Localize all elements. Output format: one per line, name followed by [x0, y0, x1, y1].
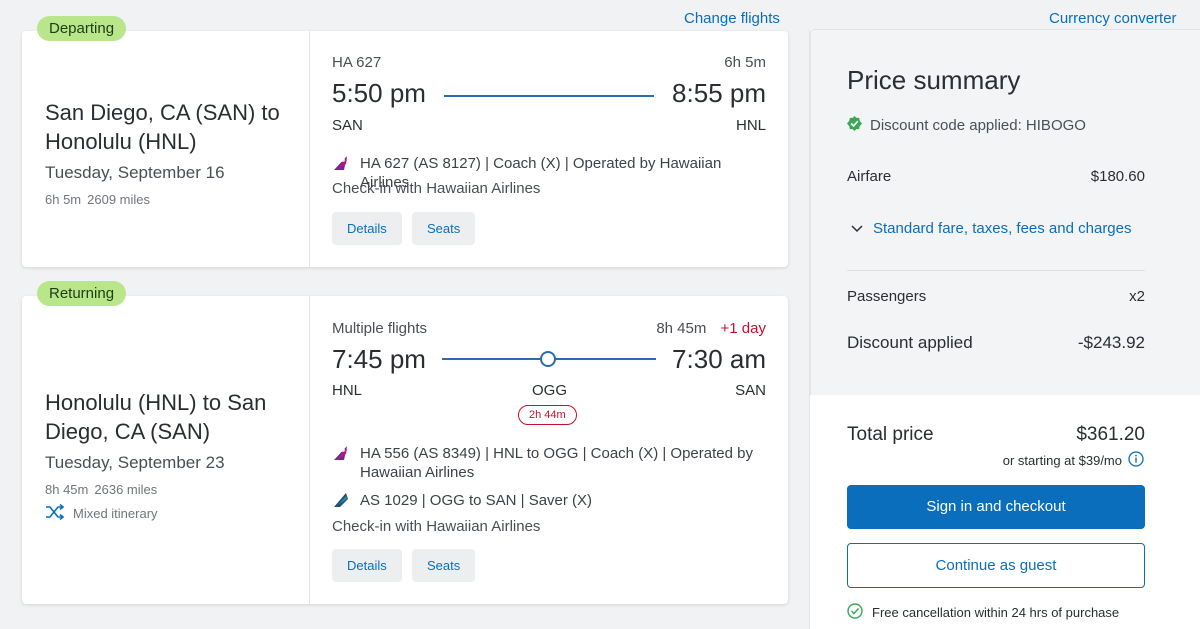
plus-one-day: +1 day: [720, 320, 766, 337]
departing-duration: 6h 5m: [45, 192, 82, 207]
hawaiian-airlines-logo-icon: [332, 444, 350, 482]
free-cancellation-row: Free cancellation within 24 hrs of purch…: [847, 603, 1119, 622]
departing-arrive-time: 8:55 pm: [672, 78, 766, 108]
returning-date: Tuesday, September 23: [45, 453, 225, 472]
discount-row: Discount applied -$243.92: [847, 333, 1145, 353]
free-cancellation-text: Free cancellation within 24 hrs of purch…: [872, 605, 1120, 620]
discount-code-text: Discount code applied: HIBOGO: [870, 117, 1086, 134]
returning-arrive-time: 7:30 am: [672, 344, 766, 374]
total-label: Total price: [847, 424, 934, 445]
price-summary-title: Price summary: [847, 65, 1021, 95]
returning-segment-2: AS 1029 | OGG to SAN | Saver (X): [332, 491, 760, 514]
departing-segment-text: HA 627 (AS 8127) | Coach (X) | Operated …: [360, 155, 722, 191]
returning-miles: 2636 miles: [94, 482, 158, 497]
departing-route-line: [444, 95, 654, 97]
returning-origin: HNL: [332, 382, 363, 399]
passengers-value: x2: [1129, 288, 1145, 305]
returning-route: Honolulu (HNL) to San Diego, CA (SAN): [45, 390, 267, 444]
departing-details-button[interactable]: Details: [332, 212, 402, 245]
mixed-itinerary-label: Mixed itinerary: [73, 506, 158, 521]
departing-miles: 2609 miles: [87, 192, 151, 207]
returning-details-button[interactable]: Details: [332, 549, 402, 582]
alaska-airlines-logo-icon: [332, 491, 350, 514]
returning-depart-time: 7:45 pm: [332, 344, 426, 374]
discount-value: -$243.92: [1077, 333, 1145, 352]
mixed-itinerary: Mixed itinerary: [45, 503, 158, 523]
hawaiian-airlines-logo-icon: [332, 154, 350, 192]
departing-date: Tuesday, September 16: [45, 163, 225, 182]
chevron-down-icon: [851, 220, 863, 237]
departing-checkin: Check-in with Hawaiian Airlines: [332, 180, 541, 197]
returning-segment-1-text: HA 556 (AS 8349) | HNL to OGG | Coach (X…: [360, 445, 753, 481]
total-row: Total price $361.20: [847, 424, 1145, 446]
airfare-label: Airfare: [847, 168, 892, 185]
departing-depart-time: 5:50 pm: [332, 78, 426, 108]
discount-code-row: Discount code applied: HIBOGO: [847, 116, 1086, 135]
check-circle-icon: [847, 603, 863, 622]
financing-text: or starting at $39/mo: [1002, 453, 1122, 468]
departing-card: San Diego, CA (SAN) to Honolulu (HNL) Tu…: [22, 31, 788, 267]
returning-stop: OGG: [532, 382, 568, 399]
returning-duration: 8h 45m: [45, 482, 89, 497]
departing-pill: Departing: [37, 16, 127, 41]
airfare-row: Airfare $180.60: [847, 168, 1145, 185]
stop-dot: [540, 351, 556, 367]
sign-in-checkout-button[interactable]: Sign in and checkout: [847, 485, 1145, 529]
fare-breakdown-label: Standard fare, taxes, fees and charges: [873, 220, 1132, 237]
departing-flight-label: HA 627: [332, 54, 382, 71]
departing-route: San Diego, CA (SAN) to Honolulu (HNL): [45, 100, 280, 154]
returning-pill: Returning: [37, 281, 127, 306]
departing-meta: 6h 5m 2609 miles: [45, 192, 150, 207]
departing-details: HA 627 6h 5m 5:50 pm 8:55 pm SAN HNL HA …: [310, 31, 788, 267]
departing-origin: SAN: [332, 117, 363, 134]
returning-flight-label: Multiple flights: [332, 320, 428, 337]
departing-summary: San Diego, CA (SAN) to Honolulu (HNL) Tu…: [22, 31, 310, 267]
returning-total-duration: 8h 45m: [656, 320, 707, 337]
fare-breakdown-toggle[interactable]: Standard fare, taxes, fees and charges: [851, 220, 1132, 237]
badge-check-icon: [847, 116, 862, 135]
departing-total-duration: 6h 5m: [724, 54, 766, 71]
departing-segment: HA 627 (AS 8127) | Coach (X) | Operated …: [332, 154, 760, 192]
shuffle-icon: [45, 503, 65, 523]
departing-destination: HNL: [735, 117, 766, 134]
departing-seats-button[interactable]: Seats: [412, 212, 476, 245]
returning-segment-2-text: AS 1029 | OGG to SAN | Saver (X): [360, 492, 593, 509]
layover-badge: 2h 44m: [518, 405, 577, 425]
discount-label: Discount applied: [847, 333, 973, 352]
continue-as-guest-button[interactable]: Continue as guest: [847, 543, 1145, 588]
passengers-row: Passengers x2: [847, 288, 1145, 305]
info-icon[interactable]: [1128, 451, 1144, 470]
price-summary-top: [810, 29, 1200, 395]
returning-destination: SAN: [735, 382, 766, 399]
returning-details: Multiple flights 8h 45m +1 day 7:45 pm 7…: [310, 296, 788, 604]
returning-segment-1: HA 556 (AS 8349) | HNL to OGG | Coach (X…: [332, 444, 760, 482]
financing-row: or starting at $39/mo: [1003, 451, 1144, 470]
returning-seats-button[interactable]: Seats: [412, 549, 476, 582]
currency-converter-link[interactable]: Currency converter: [1049, 10, 1177, 27]
returning-meta: 8h 45m 2636 miles: [45, 482, 157, 497]
returning-card: Honolulu (HNL) to San Diego, CA (SAN) Tu…: [22, 296, 788, 604]
total-value: $361.20: [1076, 424, 1145, 445]
change-flights-link[interactable]: Change flights: [684, 10, 780, 27]
passengers-label: Passengers: [847, 288, 927, 305]
returning-duration-row: 8h 45m +1 day: [656, 320, 766, 337]
returning-summary: Honolulu (HNL) to San Diego, CA (SAN) Tu…: [22, 296, 310, 604]
returning-checkin: Check-in with Hawaiian Airlines: [332, 518, 541, 535]
price-summary-panel: Price summary Discount code applied: HIB…: [809, 29, 1200, 629]
airfare-value: $180.60: [1090, 168, 1145, 185]
summary-divider: [847, 270, 1145, 271]
